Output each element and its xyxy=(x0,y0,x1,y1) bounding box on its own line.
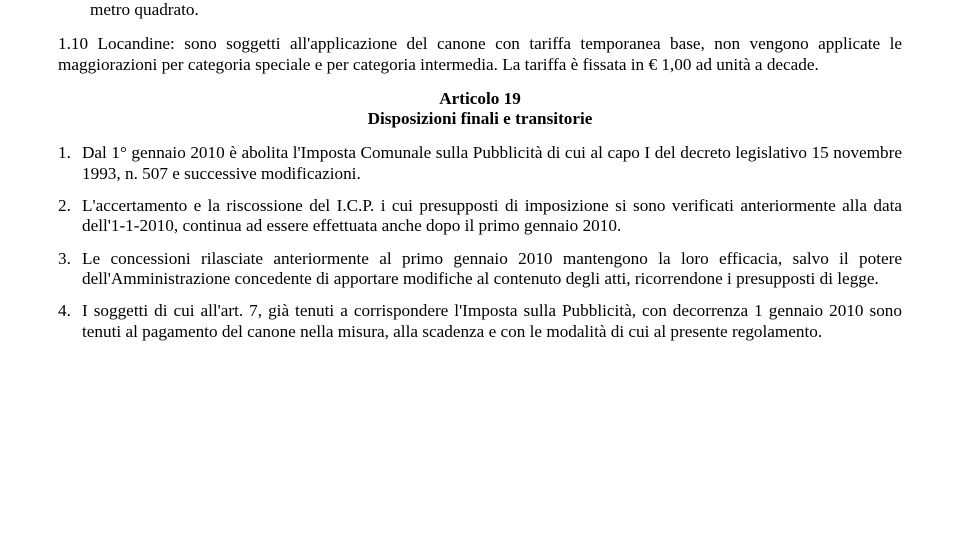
intro-line-2: 1.10 Locandine: sono soggetti all'applic… xyxy=(58,34,902,75)
article-heading: Articolo 19 xyxy=(58,89,902,109)
item-text: Dal 1° gennaio 2010 è abolita l'Imposta … xyxy=(82,143,902,182)
list-item: 1. Dal 1° gennaio 2010 è abolita l'Impos… xyxy=(58,143,902,184)
item-number: 3. xyxy=(58,249,71,269)
numbered-list: 1. Dal 1° gennaio 2010 è abolita l'Impos… xyxy=(58,143,902,341)
document-page: metro quadrato. 1.10 Locandine: sono sog… xyxy=(0,0,960,342)
item-text: I soggetti di cui all'art. 7, già tenuti… xyxy=(82,301,902,340)
item-number: 2. xyxy=(58,196,71,216)
item-text: Le concessioni rilasciate anteriormente … xyxy=(82,249,902,288)
item-text: L'accertamento e la riscossione del I.C.… xyxy=(82,196,902,235)
list-item: 4. I soggetti di cui all'art. 7, già ten… xyxy=(58,301,902,342)
list-item: 3. Le concessioni rilasciate anteriormen… xyxy=(58,249,902,290)
intro-line-1: metro quadrato. xyxy=(58,0,902,20)
item-number: 4. xyxy=(58,301,71,321)
item-number: 1. xyxy=(58,143,71,163)
article-subtitle: Disposizioni finali e transitorie xyxy=(58,109,902,129)
list-item: 2. L'accertamento e la riscossione del I… xyxy=(58,196,902,237)
